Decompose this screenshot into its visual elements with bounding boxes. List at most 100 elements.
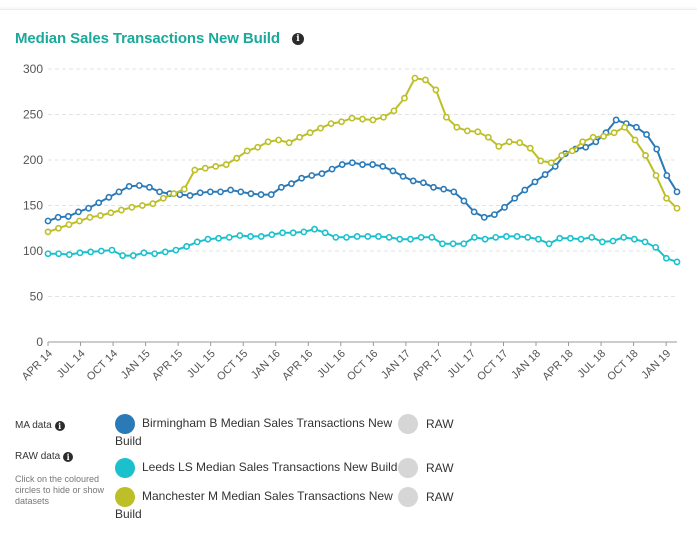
birmingham-toggle-circle[interactable]	[115, 414, 135, 434]
data-point[interactable]	[191, 166, 199, 174]
data-point[interactable]	[217, 188, 224, 196]
data-point[interactable]	[87, 248, 95, 256]
data-point[interactable]	[285, 139, 293, 147]
data-point[interactable]	[440, 185, 448, 193]
data-point[interactable]	[524, 233, 532, 241]
data-point[interactable]	[55, 250, 63, 258]
data-point[interactable]	[673, 258, 681, 266]
data-point[interactable]	[471, 233, 478, 241]
data-point[interactable]	[115, 188, 123, 196]
data-point[interactable]	[196, 189, 204, 197]
data-point[interactable]	[541, 171, 549, 178]
data-point[interactable]	[183, 243, 190, 250]
data-point[interactable]	[503, 233, 510, 240]
data-point[interactable]	[484, 133, 492, 141]
data-point[interactable]	[642, 152, 649, 159]
data-point[interactable]	[511, 194, 519, 202]
data-point[interactable]	[369, 116, 377, 124]
data-point[interactable]	[327, 120, 335, 127]
data-point[interactable]	[432, 86, 440, 94]
data-point[interactable]	[490, 211, 498, 218]
data-point[interactable]	[470, 208, 478, 216]
data-point[interactable]	[117, 206, 125, 214]
data-point[interactable]	[338, 118, 345, 126]
data-point[interactable]	[417, 233, 425, 241]
data-point[interactable]	[237, 188, 245, 196]
data-point[interactable]	[204, 235, 212, 243]
data-point[interactable]	[428, 233, 436, 241]
data-point[interactable]	[589, 133, 597, 141]
raw-toggle-leeds[interactable]: RAW	[398, 458, 454, 478]
data-point[interactable]	[298, 174, 306, 182]
data-point[interactable]	[399, 172, 407, 180]
data-point[interactable]	[227, 186, 235, 194]
data-point[interactable]	[146, 183, 153, 191]
data-point[interactable]	[535, 235, 542, 243]
raw-leeds-circle[interactable]	[398, 458, 418, 478]
data-point[interactable]	[105, 193, 113, 201]
data-point[interactable]	[64, 213, 72, 220]
data-point[interactable]	[521, 186, 529, 194]
data-point[interactable]	[380, 113, 387, 121]
data-point[interactable]	[516, 139, 524, 147]
data-point[interactable]	[353, 233, 361, 240]
data-point[interactable]	[460, 197, 468, 205]
data-point[interactable]	[411, 74, 419, 82]
data-point[interactable]	[641, 238, 649, 246]
data-point[interactable]	[268, 231, 276, 239]
data-point[interactable]	[612, 116, 620, 124]
data-point[interactable]	[663, 172, 671, 179]
data-point[interactable]	[407, 235, 414, 243]
data-point[interactable]	[288, 180, 295, 188]
data-point[interactable]	[442, 113, 450, 121]
data-point[interactable]	[156, 188, 163, 196]
data-point[interactable]	[97, 247, 105, 255]
raw-info-icon[interactable]: i	[63, 451, 74, 462]
data-point[interactable]	[620, 233, 628, 241]
data-point[interactable]	[631, 136, 639, 144]
data-point[interactable]	[481, 235, 489, 243]
data-point[interactable]	[547, 159, 555, 167]
data-point[interactable]	[233, 154, 241, 162]
data-point[interactable]	[338, 161, 346, 168]
data-point[interactable]	[582, 143, 590, 151]
raw-manchester-circle[interactable]	[398, 487, 418, 507]
data-point[interactable]	[439, 240, 446, 248]
data-point[interactable]	[277, 183, 285, 191]
data-point[interactable]	[348, 114, 356, 122]
data-point[interactable]	[513, 233, 521, 240]
data-point[interactable]	[474, 128, 482, 136]
ma-info-icon[interactable]: i	[54, 420, 65, 431]
data-point[interactable]	[568, 147, 576, 155]
data-point[interactable]	[76, 249, 84, 257]
data-point[interactable]	[254, 143, 262, 151]
data-point[interactable]	[375, 233, 382, 240]
data-point[interactable]	[495, 142, 503, 150]
data-point[interactable]	[609, 237, 617, 245]
data-point[interactable]	[598, 238, 606, 246]
data-point[interactable]	[193, 238, 201, 246]
data-point[interactable]	[430, 183, 437, 191]
data-point[interactable]	[652, 172, 660, 179]
data-point[interactable]	[243, 147, 251, 155]
data-point[interactable]	[125, 182, 133, 190]
data-point[interactable]	[600, 132, 608, 140]
data-point[interactable]	[206, 188, 214, 196]
data-point[interactable]	[501, 203, 508, 211]
data-point[interactable]	[449, 240, 457, 248]
data-point[interactable]	[480, 213, 488, 221]
data-point[interactable]	[551, 162, 559, 170]
data-point[interactable]	[419, 179, 427, 187]
data-point[interactable]	[421, 76, 429, 84]
data-point[interactable]	[107, 209, 115, 217]
data-point[interactable]	[652, 243, 660, 251]
data-point[interactable]	[359, 161, 366, 168]
data-point[interactable]	[180, 185, 188, 193]
data-point[interactable]	[172, 246, 180, 254]
data-point[interactable]	[409, 177, 417, 185]
data-point[interactable]	[348, 159, 356, 167]
data-point[interactable]	[44, 228, 52, 236]
data-point[interactable]	[673, 188, 681, 196]
data-point[interactable]	[86, 213, 94, 221]
data-point[interactable]	[579, 138, 587, 146]
